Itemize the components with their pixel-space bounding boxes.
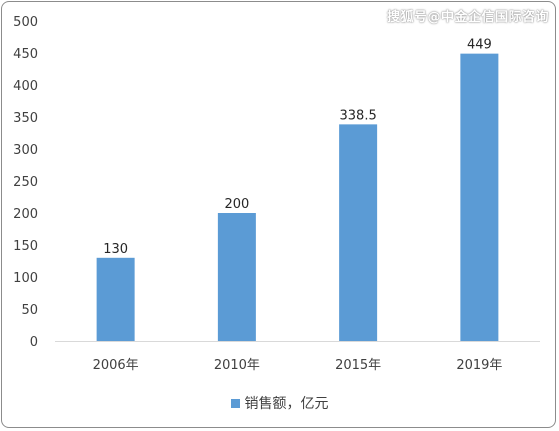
data-label: 338.5 xyxy=(340,108,377,123)
y-tick-label: 300 xyxy=(13,143,38,158)
x-tick-label: 2006年 xyxy=(93,358,139,373)
x-tick-label: 2015年 xyxy=(335,358,381,373)
watermark-text: 搜狐号@中金企信国际咨询 xyxy=(386,10,549,25)
legend-label: 销售额，亿元 xyxy=(244,396,329,412)
y-tick-label: 0 xyxy=(30,335,38,350)
bars xyxy=(96,53,499,341)
data-labels: 130 200 338.5 449 xyxy=(103,38,492,257)
legend-swatch xyxy=(230,398,240,408)
bar xyxy=(96,257,135,341)
data-label: 130 xyxy=(103,242,128,257)
bar xyxy=(460,53,499,341)
legend: 销售额，亿元 xyxy=(0,393,559,413)
y-tick-label: 100 xyxy=(13,271,38,286)
data-label: 200 xyxy=(224,197,249,212)
y-tick-label: 400 xyxy=(13,79,38,94)
y-tick-label: 500 xyxy=(13,15,38,30)
x-tick-label: 2019年 xyxy=(456,358,502,373)
y-tick-label: 150 xyxy=(13,239,38,254)
x-axis-ticks: 2006年 2010年 2015年 2019年 xyxy=(93,358,503,373)
y-axis-ticks: 0 50 100 150 200 250 300 350 400 450 500 xyxy=(13,15,38,350)
y-tick-label: 350 xyxy=(13,111,38,126)
y-tick-label: 250 xyxy=(13,175,38,190)
y-tick-label: 200 xyxy=(13,207,38,222)
bar xyxy=(339,124,378,341)
data-label: 449 xyxy=(467,38,492,53)
y-tick-label: 50 xyxy=(21,303,38,318)
bar xyxy=(217,213,256,341)
x-tick-label: 2010年 xyxy=(214,358,260,373)
y-tick-label: 450 xyxy=(13,47,38,62)
